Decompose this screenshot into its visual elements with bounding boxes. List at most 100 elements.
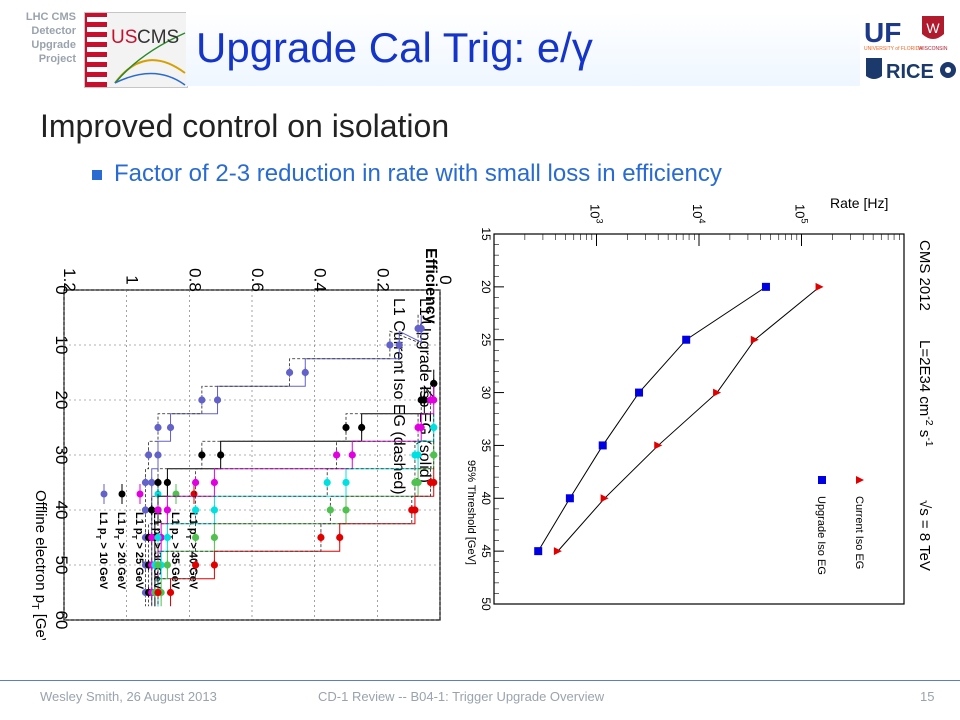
x-tick-label: 15 [479, 227, 493, 241]
bullet-sub: Factor of 2-3 reduction in rate with sma… [92, 160, 722, 188]
legend-label: L1 pT​ > 20 GeV [112, 512, 127, 590]
y-tick-label: 105​ [793, 204, 810, 224]
logo-text-cms: CMS [137, 27, 179, 48]
bullet-sub-text: Factor of 2-3 reduction in rate with sma… [114, 160, 722, 187]
data-point [323, 478, 331, 487]
data-point [336, 533, 344, 542]
project-tag-line: Detector [31, 25, 76, 37]
x-tick-label: 40 [52, 501, 71, 520]
legend-label: L1 pT​ > 10 GeV [94, 512, 109, 590]
data-point [163, 478, 171, 487]
x-tick-label: 45 [479, 544, 493, 558]
data-point [761, 282, 770, 291]
title-bar [186, 12, 860, 86]
y-tick-label: 0.8 [185, 268, 204, 292]
y-tick-label: 0.2 [373, 268, 392, 292]
page-number: 15 [920, 689, 935, 704]
uscms-logo: US CMS [84, 12, 188, 88]
data-point [210, 478, 218, 487]
data-point [417, 396, 425, 404]
data-point [154, 423, 162, 432]
data-point [815, 282, 824, 291]
rice-logo: RICE [886, 61, 934, 83]
y-tick-label: 104​ [690, 204, 707, 224]
data-point [141, 478, 150, 487]
chart-annotation: CMS 2012 [916, 240, 933, 311]
y-tick-label: 0.4 [311, 268, 330, 292]
x-tick-label: 50 [479, 597, 493, 611]
uf-logo: UF [864, 17, 901, 48]
data-point [317, 533, 325, 542]
wisconsin-crest-icon [922, 16, 944, 39]
y-axis-label: Rate [Hz] [830, 195, 888, 211]
data-point [600, 494, 609, 503]
data-point [163, 533, 171, 542]
data-point [386, 341, 394, 349]
project-tag: LHC CMS Detector Upgrade Project [0, 10, 76, 66]
rice-shield-icon [866, 58, 882, 79]
data-point [411, 451, 419, 459]
rate-chart: 15 20 25 30 35 40 45 50 103​ 104​ 105​ Rate [Hz] 95%… [465, 195, 935, 611]
data-point [198, 396, 206, 404]
data-point [682, 335, 691, 344]
chart-annotation: √s = 8 TeV [916, 500, 933, 571]
data-point [154, 588, 162, 597]
institution-logos: UF UNIVERSITY of FLORIDA W WISCONSIN RIC… [862, 10, 958, 86]
data-point [198, 451, 206, 459]
chart-annotation: L=2E34 cm-2​ s-1​ [916, 340, 935, 447]
data-point [414, 324, 422, 333]
data-point [427, 478, 435, 487]
logo-text-us: US [111, 27, 137, 48]
data-point [154, 451, 162, 459]
x-tick-label: 20 [52, 391, 71, 410]
x-tick-label: 40 [479, 492, 493, 506]
data-point [166, 423, 175, 432]
data-point [395, 341, 403, 349]
legend-label: L1 pT​ > 25 GeV [130, 512, 145, 590]
legend-marker [818, 476, 826, 484]
gear-icon [940, 62, 956, 78]
wisconsin-text: WISCONSIN [919, 46, 948, 52]
data-point [166, 588, 175, 597]
legend-marker [856, 476, 864, 484]
data-point [148, 478, 156, 487]
series-line [537, 286, 767, 552]
plot-frame [493, 233, 905, 605]
data-point [713, 388, 722, 397]
uscms-logo-graphic: US CMS [85, 13, 187, 87]
data-point [411, 478, 419, 487]
square-bullet-icon [92, 169, 102, 180]
institution-logos-graphic: UF UNIVERSITY of FLORIDA W WISCONSIN RIC… [864, 16, 956, 83]
x-tick-label: 30 [52, 446, 71, 465]
data-point [301, 368, 309, 377]
y-tick-label: 1.2 [60, 268, 79, 292]
legend-label: Upgrade Iso EG [815, 496, 827, 575]
x-tick-label: 25 [479, 333, 493, 347]
efficiency-chart: 0 10 20 30 40 50 60 0 0.2 0.4 0.6 0.8 1 1.2 Efficiency… [29, 248, 455, 640]
data-point [286, 368, 294, 377]
current-series-line [157, 468, 431, 607]
data-point [210, 533, 218, 542]
data-point [154, 561, 162, 569]
data-point [154, 506, 162, 514]
data-point [192, 561, 200, 569]
data-point [163, 506, 171, 514]
y-tick-label: 103​ [588, 204, 605, 224]
data-point [192, 533, 200, 542]
slide-title: Upgrade Cal Trig: e/γ [196, 24, 593, 71]
data-point [348, 451, 356, 459]
data-point [326, 506, 334, 514]
footer-divider [0, 680, 960, 681]
data-point [217, 451, 225, 459]
data-point [148, 533, 156, 542]
data-point [210, 506, 218, 514]
x-axis-label: Offline electron pT​ [GeV] [29, 490, 49, 640]
data-point [213, 396, 222, 404]
data-point [553, 547, 562, 556]
series-line [557, 286, 820, 552]
y-tick-label: 0 [436, 275, 455, 284]
x-tick-label: 30 [479, 386, 493, 400]
x-tick-label: 0 [52, 285, 71, 294]
data-point [163, 561, 171, 569]
data-point [654, 441, 663, 450]
